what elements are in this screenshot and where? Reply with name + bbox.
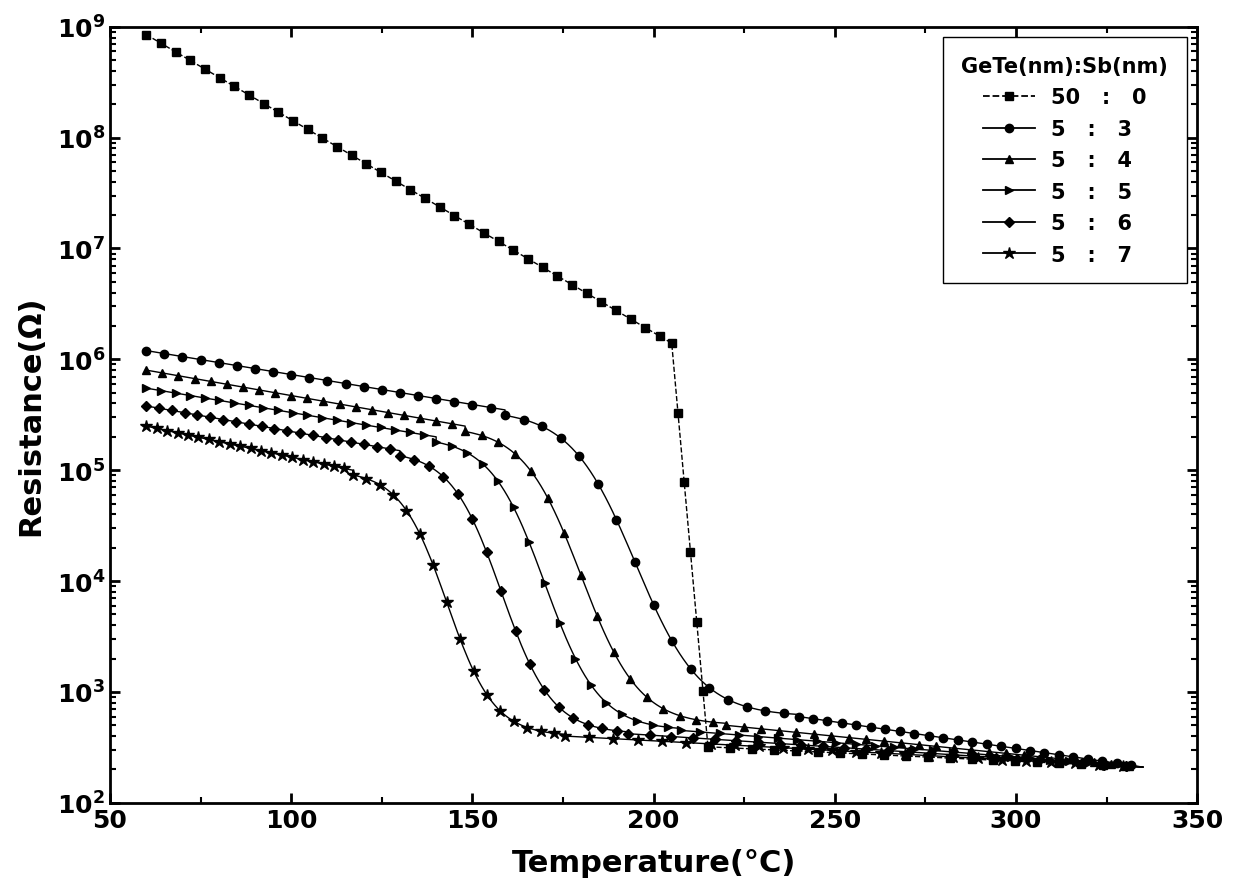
Legend: 50   :   0, 5   :   3, 5   :   4, 5   :   5, 5   :   6, 5   :   7: 50 : 0, 5 : 3, 5 : 4, 5 : 5, 5 : 6, 5 : … bbox=[942, 38, 1187, 284]
X-axis label: Temperature(°C): Temperature(°C) bbox=[511, 848, 796, 877]
Y-axis label: Resistance(Ω): Resistance(Ω) bbox=[16, 295, 46, 536]
